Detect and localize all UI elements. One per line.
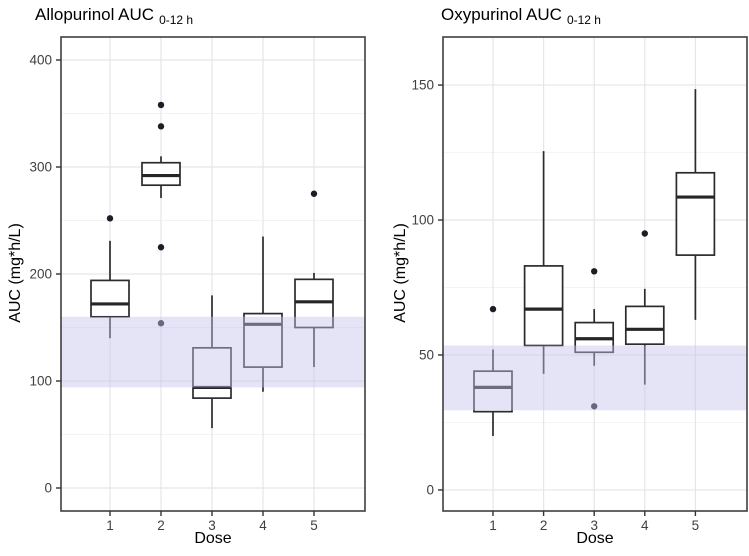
x-axis-title-left: Dose [194,530,232,547]
box-dose-4 [243,312,283,368]
y-tick-label: 100 [29,373,52,388]
y-tick-label: 0 [426,482,434,497]
outlier-point [641,230,648,237]
outlier-point [157,123,165,130]
x-tick-label: 1 [489,518,497,533]
box-dose-4 [624,305,665,346]
plot-title-allopurinol-text: Allopurinol AUC [35,5,155,24]
box-dose-2 [141,161,181,187]
outlier-point [106,215,114,222]
box-dose-3 [192,346,232,399]
box-dose-5 [294,278,334,329]
plot-title-allopurinol: Allopurinol AUC 0-12 h [35,5,194,27]
x-tick-label: 3 [208,518,216,533]
panel-border [442,36,748,512]
x-tick-label: 1 [106,518,114,533]
outlier-point [310,190,318,197]
x-tick-label: 4 [259,518,267,533]
y-tick-label: 200 [29,267,52,282]
y-tick-label: 300 [29,160,52,175]
y-tick-label: 400 [29,53,52,68]
y-tick-label: 150 [411,78,434,93]
plot-title-oxypurinol: Oxypurinol AUC 0-12 h [441,5,601,27]
box-dose-5 [675,171,716,256]
box-dose-2 [523,265,564,347]
outlier-point [157,101,165,109]
plot-title-allopurinol-subscript: 0-12 h [159,13,194,27]
reference-band [61,316,365,388]
x-tick-label: 3 [590,518,598,533]
x-axis-title-right: Dose [576,530,614,547]
outlier-point [157,320,165,327]
y-tick-label: 50 [419,347,434,362]
y-tick-label: 100 [411,213,434,228]
x-tick-label: 2 [157,518,165,533]
outlier-point [591,403,598,410]
x-tick-label: 5 [310,518,318,533]
x-tick-label: 4 [641,518,649,533]
outlier-point [591,268,598,275]
outlier-point [489,305,497,313]
y-tick-label: 0 [44,480,52,495]
box-dose-1 [473,370,513,413]
box-dose-1 [90,279,130,318]
x-tick-label: 2 [540,518,548,533]
plot-title-oxypurinol-subscript: 0-12 h [566,13,601,27]
outlier-point [157,244,165,251]
reference-band [443,345,747,411]
x-tick-label: 5 [692,518,700,533]
plot-title-oxypurinol-text: Oxypurinol AUC [441,5,562,24]
